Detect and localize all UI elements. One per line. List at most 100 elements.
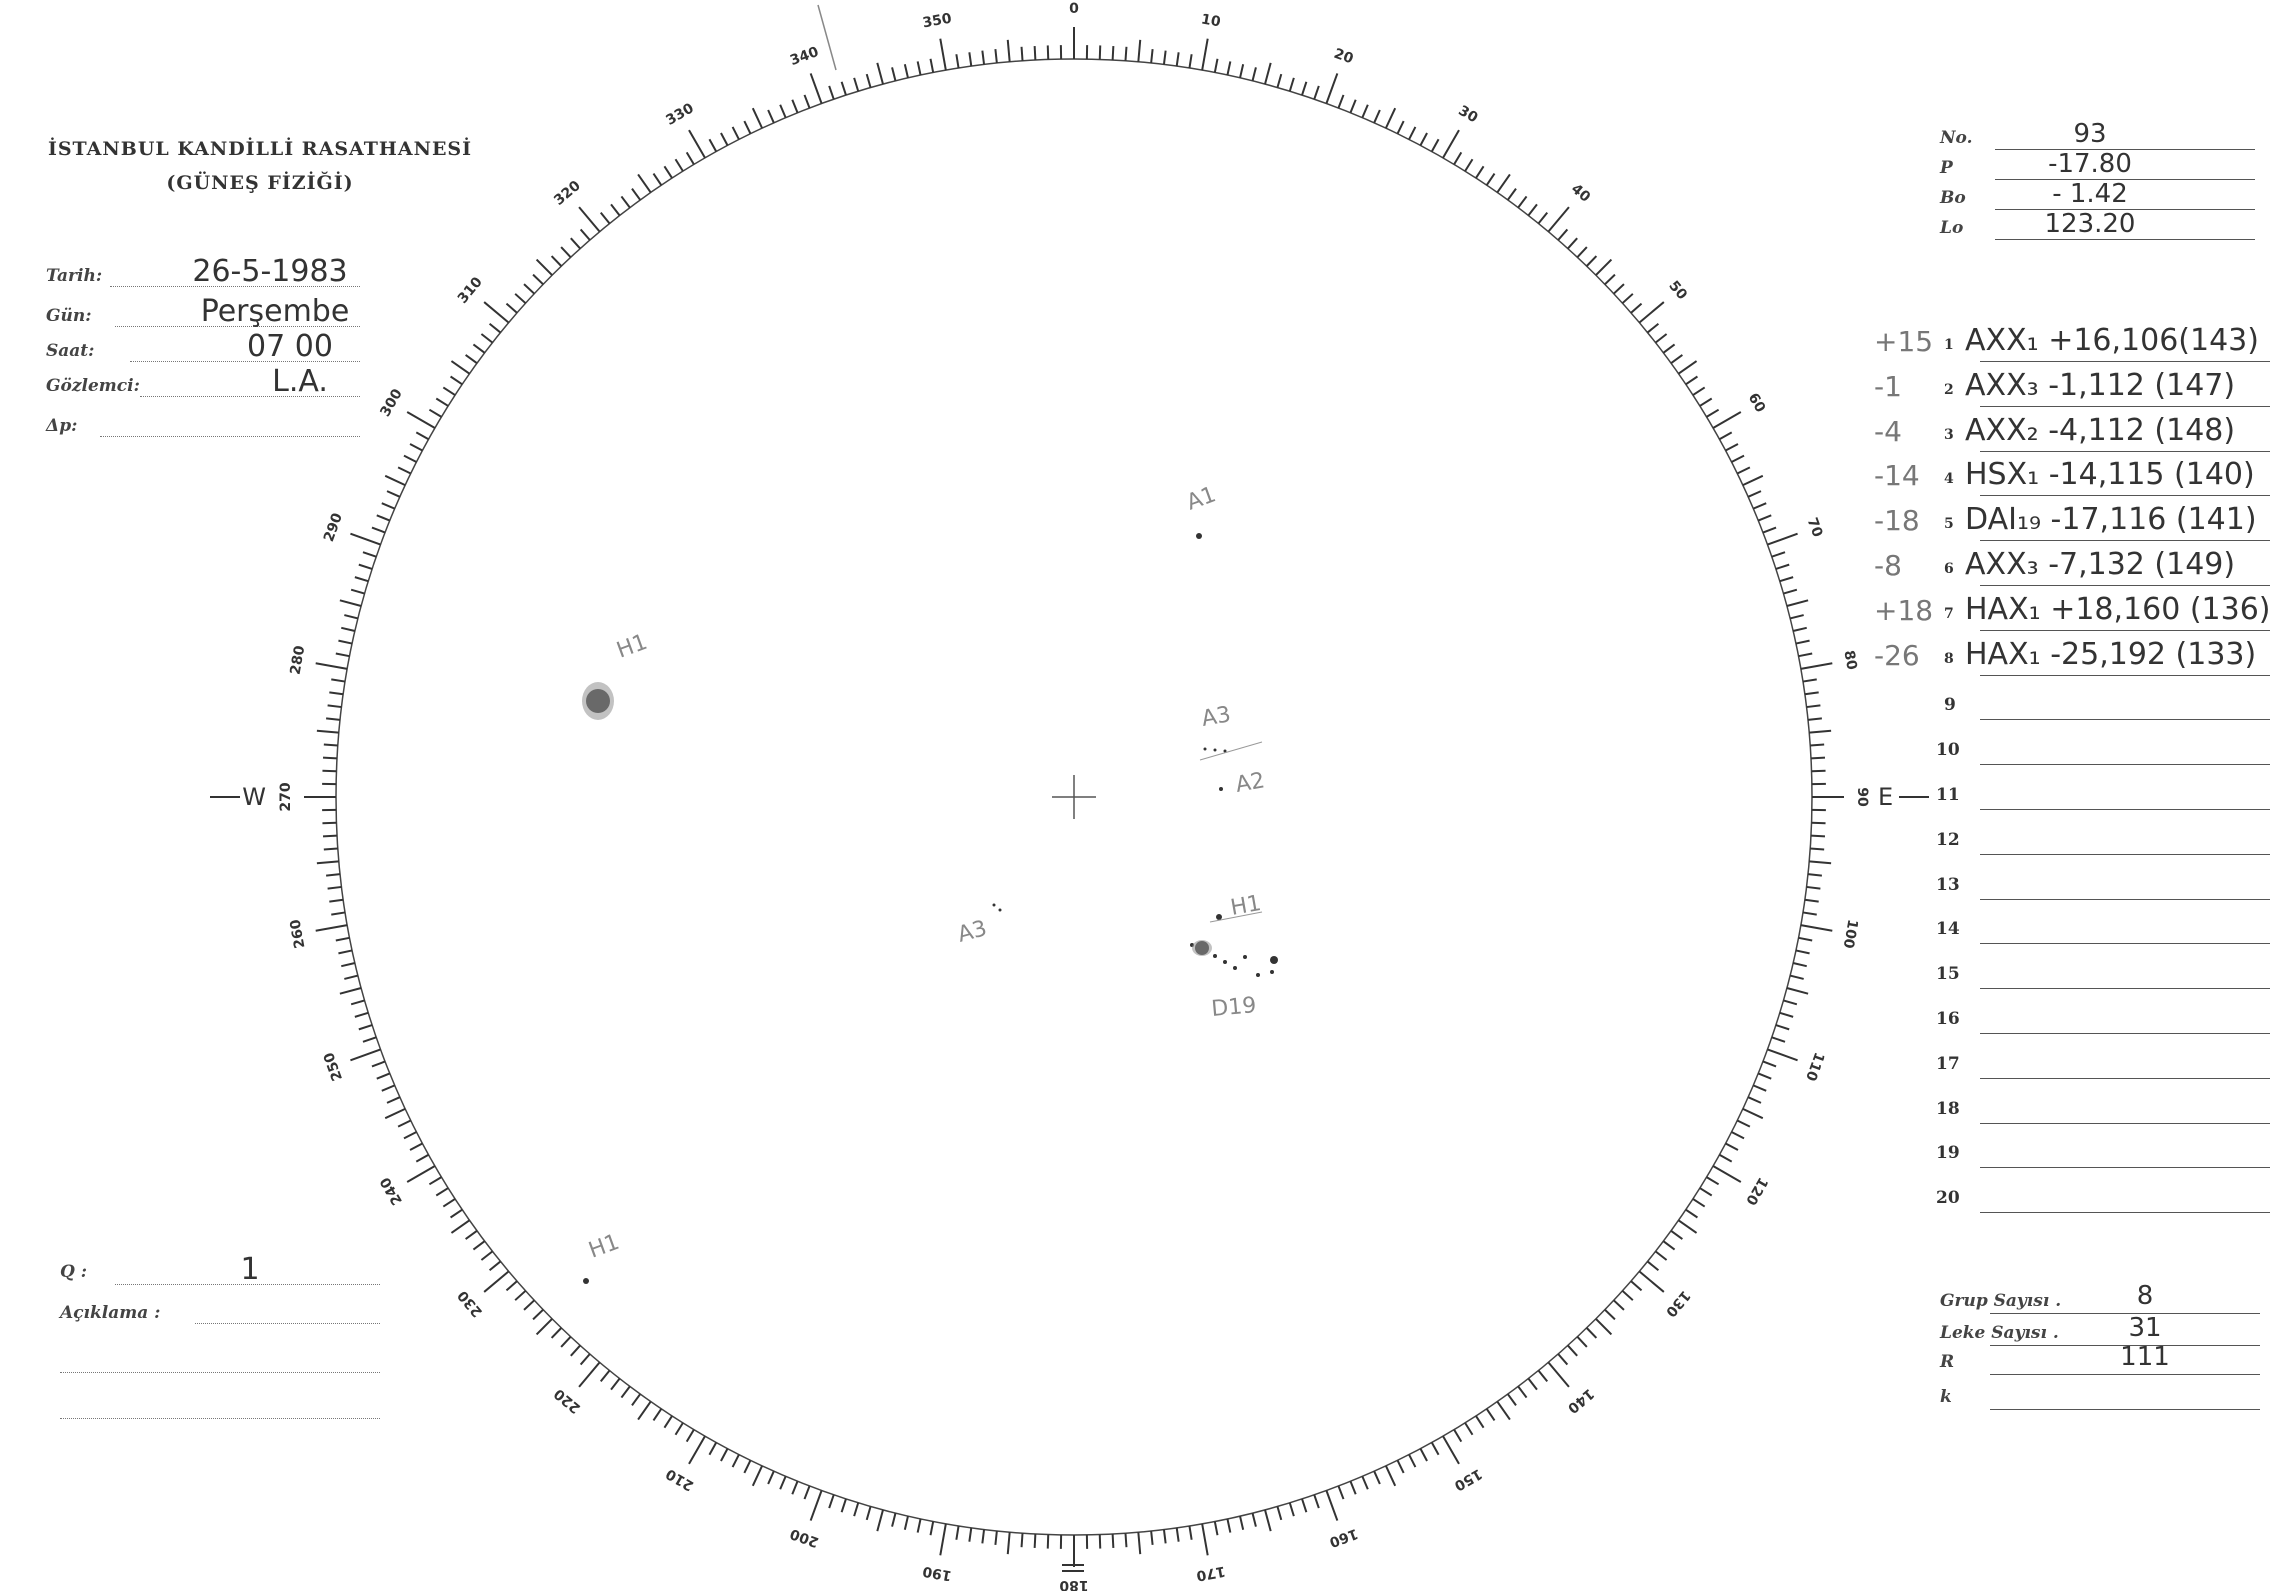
group-row-line[interactable]: [1980, 853, 2270, 855]
sunspot: [583, 1278, 589, 1284]
degree-tick: [631, 188, 642, 201]
degree-tick: [1264, 62, 1272, 85]
degree-tick: [1485, 173, 1496, 186]
group-row-line[interactable]: [1980, 585, 2270, 586]
degree-tick: [767, 109, 775, 124]
group-row-line[interactable]: [1980, 361, 2270, 362]
degree-tick: [779, 1475, 787, 1490]
group-row-line[interactable]: [1980, 1212, 2270, 1214]
degree-tick: [1630, 1280, 1643, 1292]
group-row-line[interactable]: [1980, 1033, 2270, 1034]
degree-tick: [1802, 678, 1817, 683]
param-value-0[interactable]: 93: [2073, 119, 2107, 149]
aciklama-label: Açıklama :: [60, 1303, 161, 1323]
degree-label: 320: [551, 178, 584, 209]
tarih-value[interactable]: 26-5-1983: [192, 254, 348, 289]
group-latitude: -8: [1874, 549, 1902, 582]
degree-tick: [415, 1153, 430, 1163]
degree-tick: [406, 411, 436, 429]
degree-tick: [1396, 1459, 1405, 1474]
summary-value-1[interactable]: 31: [2128, 1313, 2162, 1343]
group-row-line[interactable]: [1980, 943, 2270, 945]
group-row-line[interactable]: [1980, 809, 2270, 810]
degree-tick: [1670, 354, 1683, 365]
degree-tick: [1595, 258, 1613, 276]
group-classification[interactable]: AXX₂ -4,112 (148): [1965, 412, 2236, 448]
group-row-line[interactable]: [1980, 898, 2270, 900]
aciklama-line-3[interactable]: [60, 1418, 380, 1419]
degree-tick: [791, 1480, 799, 1495]
gozlemci-value[interactable]: L.A.: [272, 364, 328, 399]
summary-value-0[interactable]: 8: [2136, 1281, 2154, 1311]
aciklama-line-2[interactable]: [60, 1372, 380, 1373]
degree-tick: [1775, 1024, 1790, 1031]
group-row-line[interactable]: [1980, 674, 2270, 676]
group-row-line[interactable]: [1980, 719, 2270, 721]
sunspot-penumbra: [1192, 940, 1212, 956]
group-row-line[interactable]: [1980, 988, 2270, 990]
degree-tick: [428, 408, 442, 418]
degree-tick: [1712, 411, 1742, 429]
sunspot-penumbra: [582, 682, 614, 720]
degree-tick: [358, 1024, 373, 1031]
degree-label: 330: [663, 100, 697, 129]
param-value-2[interactable]: - 1.42: [2052, 179, 2128, 209]
degree-tick: [1430, 138, 1440, 153]
gun-value[interactable]: Perşembe: [200, 294, 350, 329]
degree-tick: [876, 1509, 884, 1532]
degree-tick: [828, 85, 835, 100]
group-classification[interactable]: HSX₁ -14,115 (140): [1965, 457, 2255, 493]
degree-tick: [450, 1208, 463, 1219]
group-row-number: 15: [1936, 964, 1960, 985]
group-row-number: 7: [1944, 605, 1954, 622]
degree-tick: [381, 1084, 396, 1092]
degree-tick: [335, 936, 350, 942]
group-row-number: 16: [1936, 1009, 1960, 1029]
saat-value[interactable]: 07 00: [247, 329, 333, 364]
param-value-3[interactable]: 123.20: [2044, 209, 2136, 239]
degree-tick: [1783, 999, 1798, 1006]
group-classification[interactable]: DAI₁₉ -17,116 (141): [1965, 502, 2257, 538]
group-row-line[interactable]: [1980, 1122, 2270, 1124]
degree-tick: [338, 639, 353, 645]
group-row-line[interactable]: [1980, 1167, 2270, 1169]
group-row-line[interactable]: [1980, 405, 2270, 407]
degree-tick: [1762, 526, 1777, 534]
aciklama-line[interactable]: [195, 1323, 380, 1324]
degree-label: 70: [1804, 516, 1826, 540]
degree-tick: [1527, 203, 1538, 217]
group-row-line[interactable]: [1980, 764, 2270, 766]
degree-tick: [1646, 322, 1660, 334]
degree-label: 290: [321, 511, 346, 544]
degree-tick: [853, 77, 860, 92]
group-row-number: 1: [1944, 337, 1954, 353]
group-row-line[interactable]: [1980, 629, 2270, 631]
param-label-1: P: [1940, 158, 1953, 178]
degree-tick: [891, 67, 897, 82]
sunspot: [992, 903, 996, 907]
degree-tick: [1373, 1470, 1381, 1485]
group-classification[interactable]: AXX₃ -7,132 (149): [1965, 547, 2236, 582]
group-row-line[interactable]: [1980, 450, 2270, 452]
degree-label: 340: [788, 44, 821, 69]
group-classification[interactable]: AXX₃ -1,112 (147): [1965, 367, 2236, 403]
degree-tick: [560, 1336, 572, 1348]
degree-tick: [1313, 85, 1320, 100]
group-row-line[interactable]: [1980, 540, 2270, 542]
degree-tick: [450, 360, 471, 375]
group-classification[interactable]: HAX₁ +18,160 (136): [1965, 591, 2271, 627]
summary-value-2[interactable]: 111: [2120, 1342, 2170, 1372]
summary-label-1: Leke Sayısı .: [1940, 1323, 2059, 1343]
degree-tick: [674, 1422, 684, 1436]
group-classification[interactable]: AXX₁ +16,106(143): [1965, 323, 2259, 358]
param-value-1[interactable]: -17.80: [2048, 149, 2132, 179]
group-row-line[interactable]: [1980, 1077, 2270, 1079]
q-value[interactable]: 1: [240, 1252, 260, 1287]
degree-tick: [329, 898, 344, 903]
group-row-number: 12: [1936, 829, 1960, 850]
group-classification[interactable]: HAX₁ -25,192 (133): [1965, 636, 2257, 672]
degree-tick: [1453, 151, 1463, 165]
degree-tick: [1547, 206, 1570, 233]
degree-tick: [579, 228, 591, 241]
group-row-line[interactable]: [1980, 495, 2270, 497]
